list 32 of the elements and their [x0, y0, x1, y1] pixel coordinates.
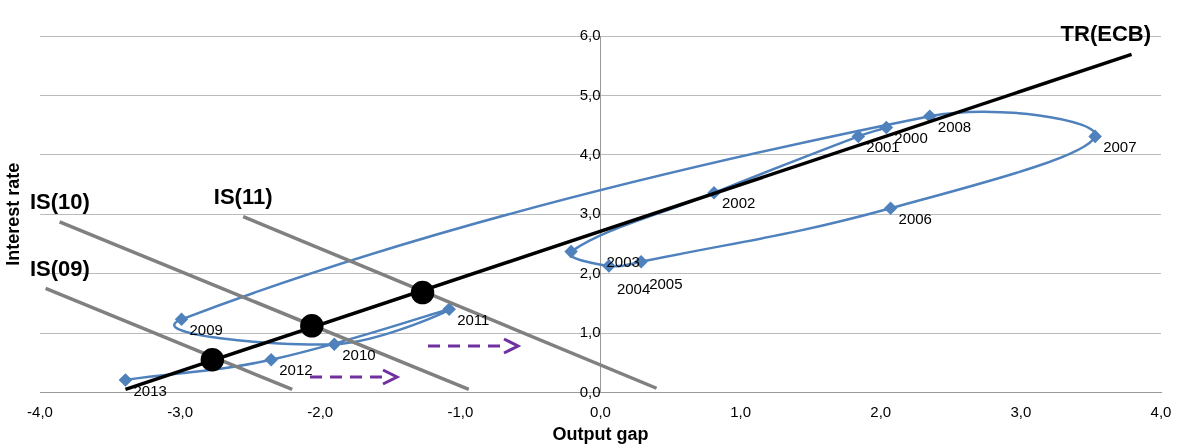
annotation: 2008	[937, 117, 972, 135]
x-axis-title: Output gap	[552, 424, 649, 445]
x-tick-label: -4,0	[27, 402, 53, 420]
annotation: 2004	[616, 279, 651, 297]
annotation: 2011	[457, 310, 490, 328]
y-tick-label: 0,0	[579, 382, 601, 400]
x-tick-label: 1,0	[730, 402, 752, 420]
x-tick-label: 3,0	[1010, 402, 1032, 420]
x-tick-label: 4,0	[1150, 402, 1172, 420]
series-label: IS(11)	[213, 183, 273, 209]
annotation: 2010	[342, 345, 376, 363]
annotation: 2012	[279, 361, 313, 379]
y-tick-label: 3,0	[579, 204, 601, 222]
y-tick-label: 5,0	[579, 85, 601, 103]
series-label: IS(10)	[29, 188, 90, 214]
annotation: 2009	[189, 320, 223, 338]
x-tick-label: 2,0	[870, 402, 892, 420]
y-tick-label: 4,0	[579, 144, 601, 162]
x-tick-label: -2,0	[307, 402, 334, 420]
y-axis-title: Interest rate	[2, 162, 23, 266]
series-label: IS(09)	[29, 255, 90, 281]
y-tick-label: 6,0	[579, 26, 601, 44]
annotation: 2006	[898, 209, 932, 227]
x-tick-label: -1,0	[447, 402, 474, 420]
annotation: 2013	[133, 381, 167, 399]
y-tick-label: 1,0	[579, 323, 601, 341]
annotation: 2007	[1103, 138, 1137, 156]
series-label: TR(ECB)	[1060, 21, 1151, 47]
x-tick-label: -3,0	[167, 402, 194, 420]
y-tick-label: 2,0	[579, 263, 601, 281]
annotation: 2005	[649, 275, 683, 293]
annotation: 2002	[722, 194, 756, 212]
